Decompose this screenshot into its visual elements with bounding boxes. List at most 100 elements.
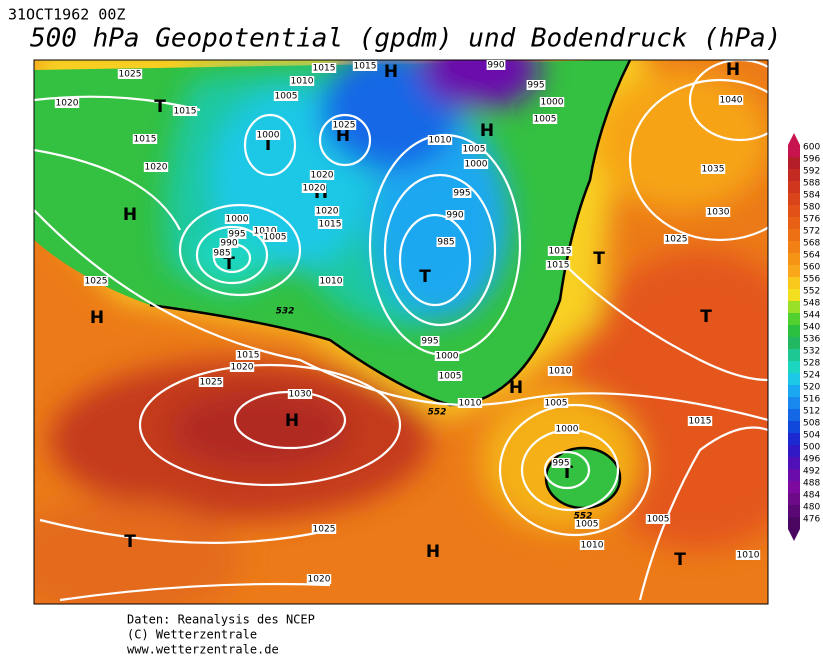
- isobar-label: 1020: [231, 363, 254, 373]
- isobar-label: 1010: [581, 541, 604, 551]
- colorbar-band: [788, 193, 800, 205]
- colorbar-band: [788, 313, 800, 325]
- colorbar-band: [788, 337, 800, 349]
- isobar-label: 985: [437, 238, 454, 248]
- contour-label: 532: [276, 307, 295, 317]
- isobar-label-bg: [143, 162, 169, 172]
- isobar-label-bg: [289, 76, 315, 86]
- colorbar-tick-label: 492: [803, 467, 820, 477]
- footer-line: www.wetterzentrale.de: [127, 643, 279, 657]
- footer-line: Daten: Reanalysis des NCEP: [127, 613, 315, 627]
- colorbar-band: [788, 373, 800, 385]
- isobar-label: 1020: [56, 99, 79, 109]
- colorbar-tick-label: 552: [803, 287, 820, 297]
- isobar-label: 1010: [549, 367, 572, 377]
- colorbar-band: [788, 145, 800, 157]
- isobar-label: 1025: [119, 70, 142, 80]
- colorbar-tick-label: 488: [803, 479, 820, 489]
- isobar-label: 1005: [275, 92, 298, 102]
- isobar-label-bg: [445, 210, 465, 220]
- isobar-label-bg: [172, 106, 198, 116]
- isobar-label: 1000: [465, 160, 488, 170]
- isobar-label-bg: [551, 458, 571, 468]
- isobar-label-bg: [434, 351, 460, 361]
- isobar-label-bg: [317, 219, 343, 229]
- isobar-label: 1015: [237, 351, 260, 361]
- isobar-label: 1005: [576, 520, 599, 530]
- isobar-label: 1030: [289, 390, 312, 400]
- isobar-label-bg: [547, 366, 573, 376]
- isobar-label-bg: [663, 234, 689, 244]
- pressure-center: T: [674, 550, 686, 570]
- isobar-label: 990: [220, 239, 237, 249]
- isobar-label: 1010: [254, 227, 277, 237]
- isobar-label-bg: [420, 336, 440, 346]
- isobar-label: 1000: [257, 131, 280, 141]
- map-frame: [33, 59, 769, 605]
- isobar-label: 1015: [354, 62, 377, 72]
- colorbar-band: [788, 265, 800, 277]
- colorbar-band: [788, 349, 800, 361]
- colorbar-tick-label: 528: [803, 359, 820, 369]
- isobar-label: 1015: [313, 64, 336, 74]
- isobar-label: 1000: [541, 98, 564, 108]
- isobar-label: 1020: [316, 207, 339, 217]
- isobar-label: 1030: [707, 208, 730, 218]
- isobar-label-bg: [547, 246, 573, 256]
- colorbar-tick-label: 592: [803, 167, 820, 177]
- colorbar-tick-label: 536: [803, 335, 820, 345]
- pressure-center: T: [223, 254, 235, 274]
- isobar-label-bg: [574, 519, 600, 529]
- isobar-label-bg: [436, 237, 456, 247]
- pressure-center: H: [336, 126, 350, 146]
- pressure-center: H: [426, 542, 440, 562]
- isobar-label: 1015: [134, 135, 157, 145]
- isobar-label-bg: [311, 63, 337, 73]
- colorbar-tick-label: 556: [803, 275, 820, 285]
- isobar-label: 1020: [145, 163, 168, 173]
- colorbar-tick-label: 524: [803, 371, 820, 381]
- colorbar-band: [788, 241, 800, 253]
- isobar-label: 1005: [545, 399, 568, 409]
- pressure-center: H: [384, 62, 398, 82]
- isobar-label-bg: [352, 61, 378, 71]
- colorbar-band: [788, 181, 800, 193]
- isobar-label-bg: [273, 91, 299, 101]
- colorbar-tick-label: 584: [803, 191, 820, 201]
- colorbar-band: [788, 217, 800, 229]
- isobar-label: 1035: [702, 165, 725, 175]
- isobar-label: 1000: [226, 215, 249, 225]
- colorbar-band: [788, 229, 800, 241]
- colorbar-band: [788, 253, 800, 265]
- isobar-label-bg: [331, 120, 357, 130]
- isobar-label: 1005: [534, 115, 557, 125]
- isobar-label-bg: [309, 170, 335, 180]
- isobar-label: 1025: [200, 378, 223, 388]
- isobar-label-bg: [314, 206, 340, 216]
- colorbar-tick-label: 560: [803, 263, 820, 273]
- colorbar-band: [788, 505, 800, 517]
- isobar-label-bg: [554, 424, 580, 434]
- isobar-label-bg: [545, 260, 571, 270]
- isobar-label-bg: [117, 69, 143, 79]
- title: 500 hPa Geopotential (gpdm) und Bodendru…: [30, 24, 781, 54]
- pressure-center: H: [480, 121, 494, 141]
- isobar-label-bg: [224, 214, 250, 224]
- colorbar-tick-label: 596: [803, 155, 820, 165]
- isobar-label-bg: [132, 134, 158, 144]
- pressure-center: T: [700, 307, 712, 327]
- colorbar-tick-label: 476: [803, 515, 820, 525]
- isobar-label-bg: [539, 97, 565, 107]
- colorbar-tick-label: 532: [803, 347, 820, 357]
- isobar-label: 1025: [85, 277, 108, 287]
- isobar-label-bg: [700, 164, 726, 174]
- isobar-label-bg: [262, 232, 288, 242]
- isobar-label-bg: [54, 98, 80, 108]
- isobar-label: 990: [487, 61, 504, 71]
- colorbar-band: [788, 409, 800, 421]
- colorbar-band: [788, 157, 800, 169]
- colorbar-band: [788, 301, 800, 313]
- isobar-label-bg: [645, 514, 671, 524]
- isobar-label: 1010: [429, 136, 452, 146]
